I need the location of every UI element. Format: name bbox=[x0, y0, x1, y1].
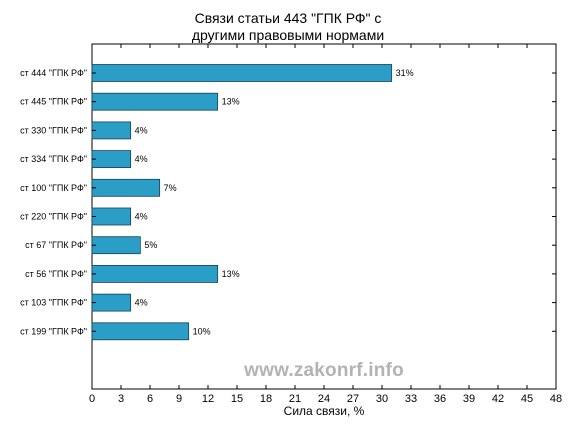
x-tick-label: 18 bbox=[260, 393, 272, 405]
x-tick-label: 42 bbox=[492, 393, 504, 405]
x-tick-label: 12 bbox=[202, 393, 214, 405]
category-label: ст 220 "ГПК РФ" bbox=[20, 212, 87, 222]
value-label: 5% bbox=[144, 240, 157, 250]
bar bbox=[91, 236, 141, 255]
x-tick-label: 15 bbox=[231, 393, 243, 405]
x-tick-label: 33 bbox=[405, 393, 417, 405]
category-label: ст 334 "ГПК РФ" bbox=[20, 154, 87, 164]
bar bbox=[91, 150, 132, 169]
x-tick-label: 24 bbox=[318, 393, 330, 405]
x-tick-label: 48 bbox=[550, 393, 562, 405]
category-label: ст 199 "ГПК РФ" bbox=[20, 326, 87, 336]
x-axis-label: Сила связи, % bbox=[283, 404, 365, 418]
category-label: ст 445 "ГПК РФ" bbox=[20, 97, 87, 107]
x-tick-label: 30 bbox=[376, 393, 388, 405]
bar bbox=[91, 322, 190, 341]
value-label: 31% bbox=[396, 68, 414, 78]
bar bbox=[91, 92, 219, 111]
value-label: 4% bbox=[135, 154, 148, 164]
x-tick-label: 6 bbox=[147, 393, 153, 405]
category-labels: ст 444 "ГПК РФ" ст 445 "ГПК РФ" ст 330 "ГП… bbox=[20, 68, 87, 336]
value-label: 4% bbox=[135, 125, 148, 135]
bar bbox=[91, 64, 393, 82]
category-label: ст 103 "ГПК РФ" bbox=[20, 298, 87, 308]
value-labels: 31% 13% 4% 4% 7% 4% 5% 13% 4% 10% bbox=[135, 68, 414, 336]
value-label: 13% bbox=[222, 97, 240, 107]
x-tick-label: 9 bbox=[176, 393, 182, 405]
x-tick-label: 3 bbox=[118, 393, 124, 405]
category-label: ст 444 "ГПК РФ" bbox=[20, 68, 87, 78]
category-label: ст 56 "ГПК РФ" bbox=[25, 269, 87, 279]
bar bbox=[91, 207, 132, 226]
x-tick-label: 45 bbox=[521, 393, 533, 405]
x-tick-label: 36 bbox=[434, 393, 446, 405]
x-tick-label: 21 bbox=[289, 393, 301, 405]
x-tick-label: 27 bbox=[347, 393, 359, 405]
bar bbox=[91, 264, 219, 283]
x-tick-label: 0 bbox=[89, 393, 95, 405]
category-label: ст 67 "ГПК РФ" bbox=[25, 240, 87, 250]
x-tick-label: 39 bbox=[463, 393, 475, 405]
category-label: ст 330 "ГПК РФ" bbox=[20, 125, 87, 135]
watermark-text: www.zakonrf.info bbox=[244, 360, 404, 381]
bar bbox=[91, 293, 132, 312]
category-label: ст 100 "ГПК РФ" bbox=[20, 183, 87, 193]
value-label: 7% bbox=[164, 183, 177, 193]
bars-group bbox=[91, 64, 393, 341]
bar bbox=[91, 121, 132, 140]
value-label: 13% bbox=[222, 269, 240, 279]
chart-title-line-2: другими правовыми нормами bbox=[191, 27, 385, 43]
x-axis-ticks: 0 3 6 9 12 15 18 21 24 27 30 33 36 39 42 45 48 bbox=[89, 44, 562, 405]
value-label: 10% bbox=[193, 326, 211, 336]
bar bbox=[91, 178, 161, 197]
value-label: 4% bbox=[135, 298, 148, 308]
chart-title-line-1: Связи статьи 443 "ГПК РФ" с bbox=[194, 10, 382, 26]
value-label: 4% bbox=[135, 212, 148, 222]
